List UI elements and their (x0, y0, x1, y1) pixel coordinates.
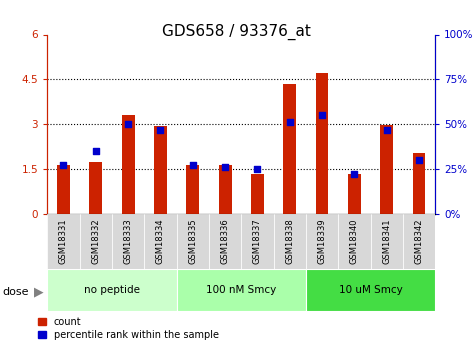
Text: GSM18341: GSM18341 (382, 219, 391, 264)
Text: GSM18332: GSM18332 (91, 219, 100, 264)
Legend: count, percentile rank within the sample: count, percentile rank within the sample (38, 317, 219, 340)
Point (286, 120, 293, 125)
Text: GSM18339: GSM18339 (317, 219, 326, 264)
Text: 10 uM Smcy: 10 uM Smcy (339, 285, 403, 295)
Text: 100 nM Smcy: 100 nM Smcy (206, 285, 276, 295)
Text: GSM18342: GSM18342 (414, 219, 423, 264)
Bar (112, 214, 144, 269)
Text: GSM18338: GSM18338 (285, 219, 294, 264)
Bar (176, 269, 306, 310)
Bar (306, 214, 338, 269)
Bar (380, 125, 393, 214)
Text: GSM18335: GSM18335 (188, 219, 197, 264)
Bar (219, 165, 231, 214)
Bar (273, 214, 306, 269)
Bar (403, 214, 435, 269)
Text: GSM18333: GSM18333 (123, 219, 132, 264)
Bar (144, 214, 176, 269)
Text: GSM18334: GSM18334 (156, 219, 165, 264)
Bar (79, 214, 112, 269)
Text: GDS658 / 93376_at: GDS658 / 93376_at (162, 24, 311, 40)
Point (221, 165, 229, 170)
Point (415, 157, 423, 163)
Point (92, 148, 99, 154)
Bar (251, 174, 264, 214)
Text: GSM18340: GSM18340 (350, 219, 359, 264)
Text: no peptide: no peptide (84, 285, 140, 295)
Bar (176, 214, 209, 269)
Bar (412, 152, 425, 214)
Bar (370, 214, 403, 269)
Point (383, 127, 390, 132)
Text: GSM18331: GSM18331 (59, 219, 68, 264)
Bar (122, 115, 134, 214)
Bar (47, 214, 79, 269)
Text: ▶: ▶ (34, 285, 44, 298)
Point (254, 166, 261, 172)
Bar (315, 73, 328, 214)
Point (124, 121, 132, 127)
Point (350, 172, 358, 177)
Bar (209, 214, 241, 269)
Point (157, 127, 164, 132)
Point (189, 163, 196, 168)
Point (60, 163, 67, 168)
Bar (154, 126, 167, 214)
Bar (306, 269, 435, 310)
Text: dose: dose (2, 287, 29, 296)
Bar (241, 214, 273, 269)
Bar (89, 161, 102, 214)
Bar (283, 84, 296, 214)
Bar (348, 174, 361, 214)
Bar (47, 269, 176, 310)
Bar (186, 165, 199, 214)
Text: GSM18337: GSM18337 (253, 219, 262, 264)
Bar (57, 165, 70, 214)
Point (318, 112, 326, 118)
Text: GSM18336: GSM18336 (220, 219, 229, 264)
Bar (338, 214, 370, 269)
